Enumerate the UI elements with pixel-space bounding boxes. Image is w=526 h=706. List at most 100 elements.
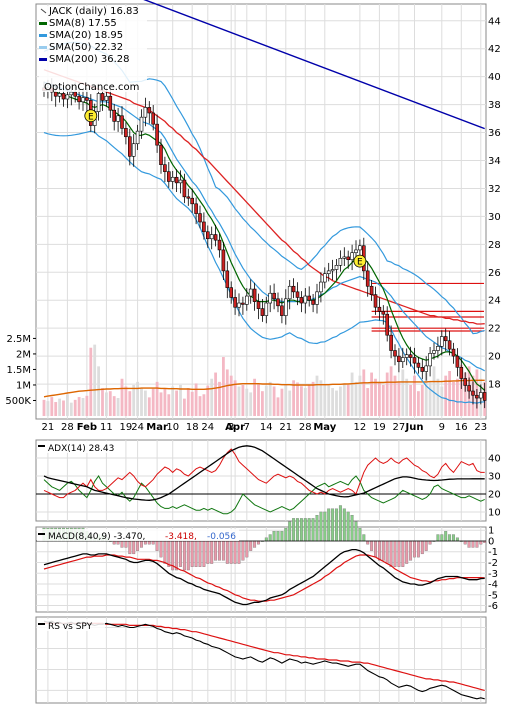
volume-bar bbox=[366, 388, 370, 416]
candle-body bbox=[108, 95, 113, 111]
volume-bar bbox=[85, 395, 89, 416]
macd-histogram-bar bbox=[280, 531, 284, 542]
macd-histogram-bar bbox=[346, 511, 350, 542]
volume-bar bbox=[175, 390, 178, 416]
macd-plot-frame bbox=[35, 526, 487, 613]
candle-body bbox=[190, 197, 194, 205]
rs-lines bbox=[43, 620, 485, 700]
candle-body bbox=[478, 392, 483, 399]
rs-ma-line bbox=[44, 622, 485, 691]
volume-bar bbox=[186, 388, 190, 416]
candle-body bbox=[451, 348, 456, 357]
candle-body bbox=[186, 196, 191, 199]
candle-body bbox=[182, 179, 187, 198]
candle-body bbox=[65, 94, 70, 100]
candle-body bbox=[447, 340, 452, 350]
volume-bar bbox=[444, 375, 448, 416]
candle-body bbox=[377, 306, 382, 312]
macd-histogram-bar bbox=[311, 518, 315, 542]
volume-bar bbox=[194, 383, 198, 416]
volume-bar bbox=[362, 369, 366, 416]
macd-histogram-bar bbox=[163, 540, 167, 564]
macd-histogram-bar bbox=[249, 540, 253, 551]
earnings-markers: EE bbox=[84, 109, 367, 268]
volume-bar bbox=[198, 396, 202, 416]
volume-bar bbox=[54, 402, 58, 416]
macd-histogram-bar bbox=[401, 540, 405, 567]
x-tick-label: 27 bbox=[393, 422, 406, 433]
candle-body bbox=[96, 93, 101, 112]
candle-body bbox=[319, 281, 323, 293]
macd-histogram-bar bbox=[186, 540, 190, 571]
volume-tick-label: 2M bbox=[16, 349, 31, 360]
candle-body bbox=[85, 97, 89, 101]
macd-histogram-bar bbox=[397, 540, 401, 567]
volume-bar bbox=[409, 384, 412, 416]
x-tick-label: 16 bbox=[455, 422, 468, 433]
volume-bar bbox=[202, 394, 206, 416]
candle-body bbox=[135, 130, 140, 145]
legend-swatch bbox=[40, 8, 47, 14]
volume-bar bbox=[424, 372, 428, 416]
legend-label: JACK (daily) 16.83 bbox=[48, 6, 139, 17]
candle-body bbox=[61, 93, 66, 100]
candle-body bbox=[439, 336, 444, 347]
volume-bar bbox=[428, 381, 432, 416]
volume-bar bbox=[284, 384, 288, 416]
macd-histogram-bar bbox=[136, 540, 140, 551]
candle-body bbox=[334, 264, 339, 270]
volume-bar bbox=[378, 381, 381, 416]
macd-histogram-bar bbox=[292, 518, 296, 542]
volume-bar bbox=[136, 381, 139, 416]
macd-histogram-bar bbox=[225, 540, 229, 564]
macd-histogram-bar bbox=[257, 540, 260, 545]
adx-line bbox=[43, 445, 485, 501]
macd-histogram-bar bbox=[389, 540, 393, 567]
rs-panel: RS vs SPY bbox=[35, 616, 487, 704]
x-tick-label: Mar bbox=[146, 422, 168, 433]
price-tick-label: 34 bbox=[488, 156, 501, 167]
candle-body bbox=[280, 305, 284, 316]
macd-histogram-bar bbox=[327, 508, 331, 542]
volume-bar bbox=[339, 386, 342, 416]
volume-bar bbox=[128, 391, 132, 416]
volume-bar bbox=[183, 398, 186, 416]
candle-body bbox=[369, 285, 374, 295]
volume-bar bbox=[190, 391, 194, 416]
price-tick-label: 36 bbox=[488, 128, 501, 139]
volume-bar bbox=[311, 381, 315, 416]
candle-body bbox=[116, 115, 120, 122]
volume-bar bbox=[42, 399, 46, 416]
candle-body bbox=[170, 176, 175, 182]
candle-body bbox=[57, 93, 62, 97]
macd-histogram-bar bbox=[233, 540, 237, 564]
candle-body bbox=[248, 288, 253, 297]
macd-y-ticks: -6-5-4-3-2-101 bbox=[488, 526, 498, 612]
candle-body bbox=[381, 311, 386, 315]
adx-tick-label: 30 bbox=[488, 472, 501, 483]
volume-bars bbox=[42, 344, 487, 416]
volume-bar bbox=[93, 344, 97, 416]
x-tick-label: 7 bbox=[244, 422, 250, 433]
volume-tick-label: 500K bbox=[5, 396, 31, 407]
macd-tick-label: 0 bbox=[488, 536, 494, 547]
rs-grid bbox=[36, 617, 486, 703]
candle-body bbox=[471, 390, 475, 396]
earnings-marker bbox=[353, 254, 367, 268]
macd-histogram-bar bbox=[264, 537, 268, 542]
candle-body bbox=[299, 297, 304, 304]
candle-body bbox=[120, 115, 124, 129]
volume-bar bbox=[218, 381, 221, 416]
legend-swatch bbox=[39, 34, 47, 37]
candle-body bbox=[326, 270, 331, 274]
price-tick-label: 32 bbox=[488, 184, 501, 195]
sma8-line bbox=[43, 87, 486, 391]
price-plot-frame bbox=[35, 3, 487, 420]
candle-body bbox=[229, 287, 233, 298]
macd-histogram-value: -0.056 bbox=[207, 532, 236, 542]
macd-histogram-bar bbox=[393, 540, 397, 567]
macd-histogram-bar bbox=[475, 540, 479, 548]
volume-bar bbox=[46, 401, 50, 416]
candle-body bbox=[408, 354, 413, 358]
macd-histogram-bar bbox=[296, 518, 299, 542]
